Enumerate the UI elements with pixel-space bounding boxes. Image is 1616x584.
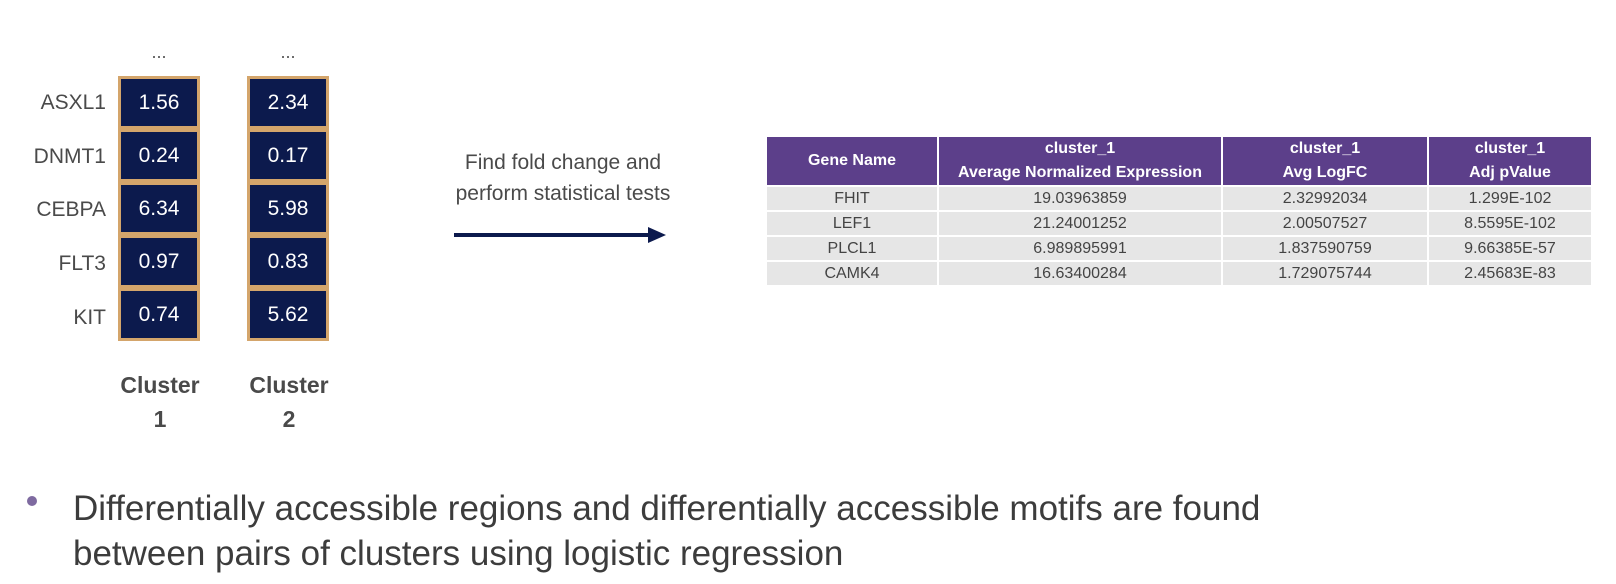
bullet-text: Differentially accessible regions and di… — [73, 486, 1493, 576]
table-row: FHIT 19.03963859 2.32992034 1.299E-102 — [765, 185, 1593, 212]
bullet-text-line2: between pairs of clusters using logistic… — [73, 534, 844, 573]
header-adj-pvalue-line1: cluster_1 — [1474, 140, 1546, 157]
arrow-caption: Find fold change and perform statistical… — [432, 147, 694, 209]
table-cell: FHIT — [765, 185, 939, 212]
cluster-1-value-cell: 0.97 — [118, 235, 200, 288]
table-row: CAMK4 16.63400284 1.729075744 2.45683E-8… — [765, 260, 1593, 287]
header-avg-logfc-line2: Avg LogFC — [1282, 164, 1368, 181]
header-avg-logfc: cluster_1 Avg LogFC — [1221, 135, 1429, 187]
gene-label-asxl1: ASXL1 — [40, 91, 106, 114]
cluster-1-value-cell: 0.74 — [118, 288, 200, 341]
cluster-1-value-cell: 1.56 — [118, 76, 200, 129]
table-cell: LEF1 — [765, 210, 939, 237]
cluster-2-ellipsis: ... — [280, 42, 296, 62]
cluster-2-value-cell: 0.17 — [247, 129, 329, 182]
cluster-2-column: 2.34 0.17 5.98 0.83 5.62 — [247, 76, 329, 341]
table-row: LEF1 21.24001252 2.00507527 8.5595E-102 — [765, 210, 1593, 237]
table-cell: 6.989895991 — [937, 235, 1223, 262]
table-cell: 1.299E-102 — [1427, 185, 1593, 212]
table-cell: 8.5595E-102 — [1427, 210, 1593, 237]
cluster-2-title: Cluster 2 — [239, 368, 339, 436]
cluster-2-title-line2: 2 — [282, 406, 296, 432]
table-cell: 2.00507527 — [1221, 210, 1429, 237]
gene-label-flt3: FLT3 — [58, 252, 106, 275]
header-avg-expression: cluster_1 Average Normalized Expression — [937, 135, 1223, 187]
cluster-1-title-line1: Cluster — [120, 372, 200, 398]
table-row: PLCL1 6.989895991 1.837590759 9.66385E-5… — [765, 235, 1593, 262]
cluster-2-value-cell: 5.98 — [247, 182, 329, 235]
bullet-text-line1: Differentially accessible regions and di… — [73, 489, 1261, 528]
gene-label-cebpa: CEBPA — [36, 198, 106, 221]
cluster-2-value-cell: 0.83 — [247, 235, 329, 288]
arrow-caption-line2: perform statistical tests — [455, 182, 671, 205]
cluster-1-title: Cluster 1 — [110, 368, 210, 436]
table-cell: PLCL1 — [765, 235, 939, 262]
table-cell: 21.24001252 — [937, 210, 1223, 237]
arrow-caption-line1: Find fold change and — [464, 151, 662, 174]
table-cell: 2.32992034 — [1221, 185, 1429, 212]
table-cell: 1.837590759 — [1221, 235, 1429, 262]
cluster-1-ellipsis: ... — [151, 42, 167, 62]
gene-label-kit: KIT — [73, 306, 106, 329]
cluster-2-value-cell: 2.34 — [247, 76, 329, 129]
cluster-1-value-cell: 0.24 — [118, 129, 200, 182]
header-gene-name-label: Gene Name — [807, 152, 897, 169]
cluster-1-title-line2: 1 — [153, 406, 167, 432]
header-avg-logfc-line1: cluster_1 — [1289, 140, 1361, 157]
table-cell: 16.63400284 — [937, 260, 1223, 287]
table-cell: 19.03963859 — [937, 185, 1223, 212]
header-avg-expression-line2: Average Normalized Expression — [958, 164, 1202, 181]
cluster-2-value-cell: 5.62 — [247, 288, 329, 341]
table-cell: CAMK4 — [765, 260, 939, 287]
header-avg-expression-line1: cluster_1 — [1044, 140, 1116, 157]
cluster-2-title-line1: Cluster — [249, 372, 329, 398]
header-adj-pvalue-line2: Adj pValue — [1469, 164, 1551, 181]
cluster-1-value-cell: 6.34 — [118, 182, 200, 235]
header-gene-name: Gene Name — [765, 135, 939, 187]
cluster-1-column: 1.56 0.24 6.34 0.97 0.74 — [118, 76, 200, 341]
table-cell: 9.66385E-57 — [1427, 235, 1593, 262]
table-cell: 2.45683E-83 — [1427, 260, 1593, 287]
right-arrow-icon — [454, 227, 666, 243]
header-adj-pvalue: cluster_1 Adj pValue — [1427, 135, 1593, 187]
gene-label-dnmt1: DNMT1 — [33, 145, 106, 168]
table-header-row: Gene Name cluster_1 Average Normalized E… — [765, 135, 1593, 187]
results-table: Gene Name cluster_1 Average Normalized E… — [765, 135, 1593, 287]
bullet-icon — [27, 496, 37, 506]
table-cell: 1.729075744 — [1221, 260, 1429, 287]
